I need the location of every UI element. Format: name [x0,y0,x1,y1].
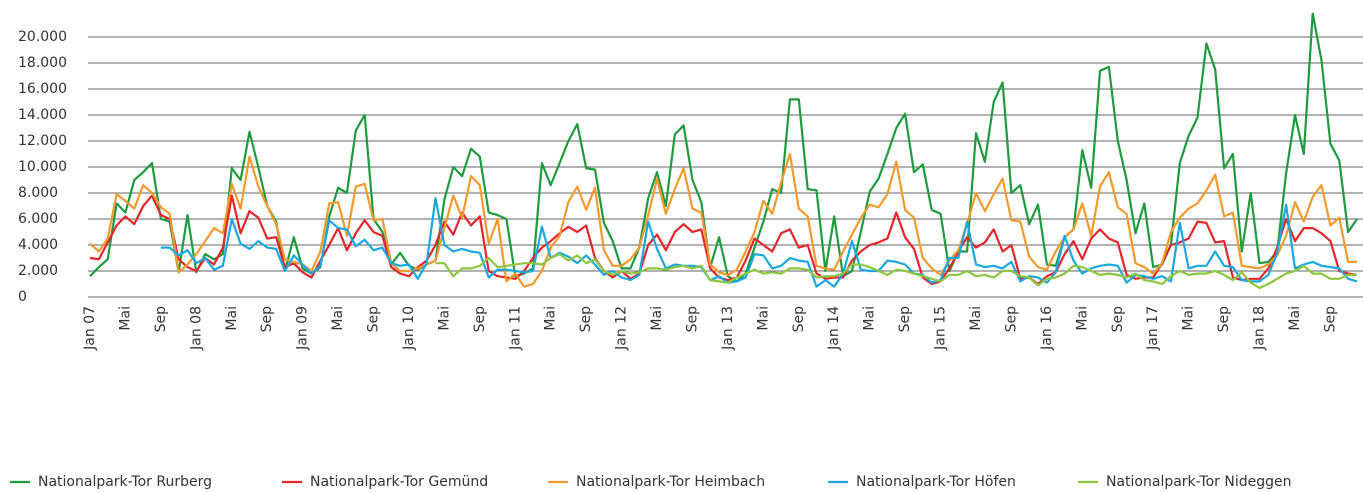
x-tick-label: Sep [578,306,594,333]
legend-label: Nationalpark-Tor Rurberg [38,474,212,490]
x-tick-label: Jan 17 [1145,306,1161,351]
x-tick-label: Mai [1074,306,1090,331]
x-tick-label: Mai [330,306,346,331]
legend-label: Nationalpark-Tor Höfen [856,474,1016,490]
x-tick-label: Sep [684,306,700,333]
x-tick-label: Jan 09 [295,306,311,351]
x-tick-label: Jan 16 [1039,306,1055,351]
x-tick-label: Sep [366,306,382,333]
x-tick-label: Mai [436,306,452,331]
y-tick-label: 12.000 [18,133,67,149]
x-tick-label: Mai [543,306,559,331]
legend-label: Nationalpark-Tor Gemünd [310,474,488,490]
x-tick-label: Jan 13 [720,306,736,351]
x-tick-label: Mai [1181,306,1197,331]
x-tick-label: Mai [755,306,771,331]
x-tick-label: Jan 11 [507,306,523,351]
legend-label: Nationalpark-Tor Heimbach [576,474,765,490]
x-tick-label: Sep [897,306,913,333]
x-tick-label: Mai [649,306,665,331]
x-tick-label: Sep [472,306,488,333]
x-tick-label: Mai [224,306,240,331]
x-tick-label: Mai [1287,306,1303,331]
series-line [435,253,1357,289]
x-tick-label: Mai [117,306,133,331]
x-tick-label: Sep [1322,306,1338,333]
x-tick-label: Jan 14 [826,306,842,351]
y-tick-label: 10.000 [18,159,67,175]
x-tick-label: Sep [1003,306,1019,333]
y-tick-label: 18.000 [18,55,67,71]
legend-label: Nationalpark-Tor Nideggen [1106,474,1292,490]
y-tick-label: 14.000 [18,107,67,123]
x-tick-label: Jan 15 [933,306,949,351]
x-tick-label: Mai [968,306,984,331]
y-tick-label: 0 [18,289,27,305]
y-tick-label: 8.000 [18,185,58,201]
x-tick-label: Sep [1110,306,1126,333]
y-tick-label: 2.000 [18,263,58,279]
x-tick-label: Jan 08 [188,306,204,351]
y-tick-label: 4.000 [18,237,58,253]
x-tick-label: Jan 12 [614,306,630,351]
y-tick-label: 20.000 [18,29,67,45]
y-tick-label: 6.000 [18,211,58,227]
x-tick-label: Sep [791,306,807,333]
x-tick-label: Mai [862,306,878,331]
y-tick-label: 16.000 [18,81,67,97]
x-tick-label: Sep [1216,306,1232,333]
series-line [89,152,1357,288]
x-tick-label: Jan 07 [82,306,98,351]
series-line [160,197,1358,288]
x-tick-label: Jan 10 [401,306,417,351]
x-tick-label: Sep [259,306,275,333]
x-tick-label: Jan 18 [1252,306,1268,351]
x-tick-label: Sep [153,306,169,333]
